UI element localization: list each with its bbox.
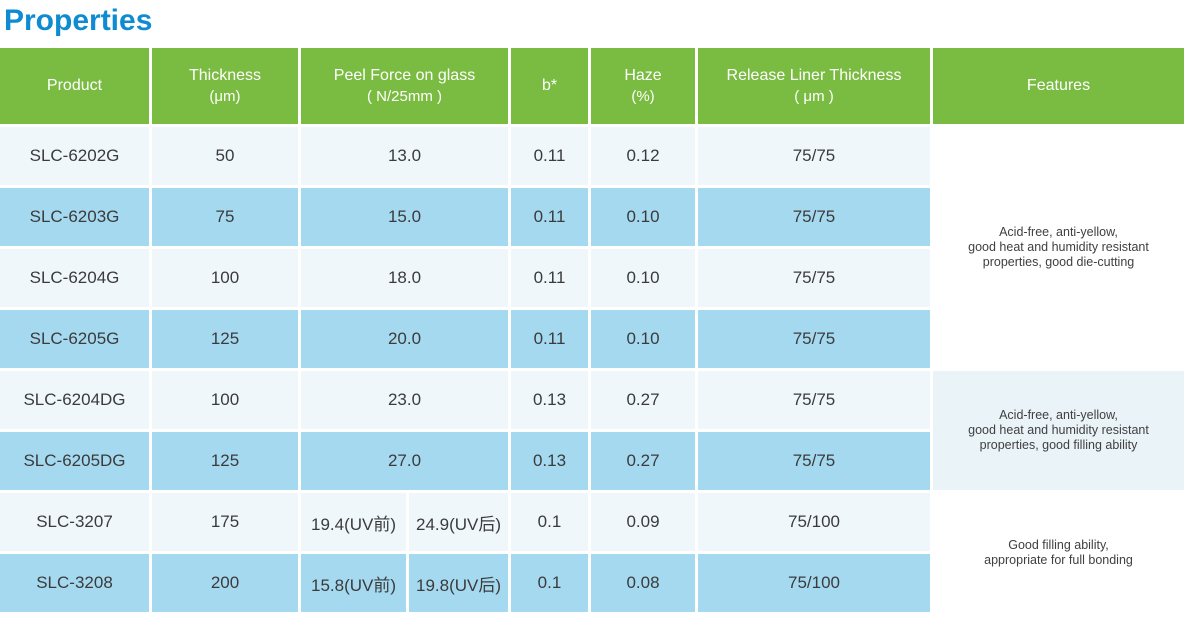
cell-product: SLC-6203G <box>0 188 149 246</box>
header-unit: (%) <box>631 87 655 105</box>
table-row: SLC-6202G 50 13.0 0.11 0.12 75/75 Acid-f… <box>0 127 1184 368</box>
cell-peel-force: 13.0 <box>301 127 508 185</box>
cell-peel-force: 23.0 <box>301 371 508 429</box>
cell-product: SLC-6205G <box>0 310 149 368</box>
cell-peel-force-uv-post: 24.9(UV后) <box>409 493 508 551</box>
cell-product: SLC-3208 <box>0 554 149 612</box>
cell-peel-force-uv-post: 19.8(UV后) <box>409 554 508 612</box>
cell-haze: 0.10 <box>591 188 695 246</box>
cell-thickness: 100 <box>152 371 298 429</box>
cell-bstar: 0.11 <box>511 188 588 246</box>
table-row: SLC-6203G 75 15.0 0.11 0.10 75/75 <box>0 188 1184 246</box>
cell-product: SLC-3207 <box>0 493 149 551</box>
cell-release-liner: 75/75 <box>698 127 930 185</box>
table-header: Product Thickness (μm) Peel Force on gla… <box>0 48 1184 124</box>
header-cell-haze: Haze (%) <box>591 48 695 124</box>
header-unit: ( N/25mm ) <box>367 87 442 105</box>
cell-thickness: 125 <box>152 310 298 368</box>
cell-thickness: 75 <box>152 188 298 246</box>
header-row: Product Thickness (μm) Peel Force on gla… <box>0 48 1184 124</box>
table-body: SLC-6202G 50 13.0 0.11 0.12 75/75 Acid-f… <box>0 127 1184 612</box>
cell-bstar: 0.1 <box>511 493 588 551</box>
cell-release-liner: 75/75 <box>698 371 930 429</box>
header-label: Thickness <box>188 66 262 84</box>
header-cell-features: Features <box>933 48 1184 124</box>
cell-peel-force: 20.0 <box>301 310 508 368</box>
cell-bstar: 0.11 <box>511 310 588 368</box>
cell-peel-force-uv-pre: 15.8(UV前) <box>301 554 406 612</box>
header-unit: (μm) <box>209 87 241 105</box>
title-bar: Properties <box>0 0 1184 48</box>
cell-thickness: 50 <box>152 127 298 185</box>
cell-bstar: 0.11 <box>511 127 588 185</box>
cell-peel-force: 18.0 <box>301 249 508 307</box>
header-label: Features <box>1026 76 1091 94</box>
header-cell-release-liner: Release Liner Thickness ( μm ) <box>698 48 930 124</box>
table-row: SLC-6205G 125 20.0 0.11 0.10 75/75 <box>0 310 1184 368</box>
header-label: Product <box>46 76 103 94</box>
cell-bstar: 0.1 <box>511 554 588 612</box>
cell-features-group-2: Acid-free, anti-yellow, good heat and hu… <box>933 371 1184 490</box>
header-cell-product: Product <box>0 48 149 124</box>
header-cell-peel-force: Peel Force on glass ( N/25mm ) <box>301 48 508 124</box>
cell-haze: 0.09 <box>591 493 695 551</box>
cell-release-liner: 75/75 <box>698 432 930 490</box>
header-label: Peel Force on glass <box>333 66 476 84</box>
properties-table: Product Thickness (μm) Peel Force on gla… <box>0 45 1184 615</box>
table-row: SLC-3207 175 19.4(UV前) 24.9(UV后) 0.1 0.0… <box>0 493 1184 612</box>
cell-release-liner: 75/100 <box>698 554 930 612</box>
cell-product: SLC-6204G <box>0 249 149 307</box>
cell-features-group-1: Acid-free, anti-yellow, good heat and hu… <box>933 127 1184 368</box>
cell-thickness: 200 <box>152 554 298 612</box>
cell-haze: 0.10 <box>591 249 695 307</box>
table-row: SLC-6204DG 100 23.0 0.13 0.27 75/75 Acid… <box>0 371 1184 490</box>
cell-thickness: 125 <box>152 432 298 490</box>
header-label: Haze <box>624 66 662 84</box>
cell-peel-force-uv-pre: 19.4(UV前) <box>301 493 406 551</box>
cell-haze: 0.12 <box>591 127 695 185</box>
cell-peel-force: 15.0 <box>301 188 508 246</box>
header-cell-bstar: b* <box>511 48 588 124</box>
cell-release-liner: 75/75 <box>698 310 930 368</box>
header-label: b* <box>541 76 558 94</box>
cell-features-group-3: Good filling ability, appropriate for fu… <box>933 493 1184 612</box>
table-row: SLC-6205DG 125 27.0 0.13 0.27 75/75 <box>0 432 1184 490</box>
table-row: SLC-3208 200 15.8(UV前) 19.8(UV后) 0.1 0.0… <box>0 554 1184 612</box>
header-unit: ( μm ) <box>794 87 834 105</box>
cell-thickness: 100 <box>152 249 298 307</box>
cell-release-liner: 75/100 <box>698 493 930 551</box>
table-row: SLC-6204G 100 18.0 0.11 0.10 75/75 <box>0 249 1184 307</box>
header-cell-thickness: Thickness (μm) <box>152 48 298 124</box>
cell-haze: 0.27 <box>591 432 695 490</box>
cell-release-liner: 75/75 <box>698 249 930 307</box>
cell-product: SLC-6204DG <box>0 371 149 429</box>
cell-bstar: 0.11 <box>511 249 588 307</box>
cell-haze: 0.10 <box>591 310 695 368</box>
cell-release-liner: 75/75 <box>698 188 930 246</box>
cell-thickness: 175 <box>152 493 298 551</box>
cell-haze: 0.27 <box>591 371 695 429</box>
cell-product: SLC-6202G <box>0 127 149 185</box>
page-title: Properties <box>4 4 153 37</box>
cell-haze: 0.08 <box>591 554 695 612</box>
cell-bstar: 0.13 <box>511 371 588 429</box>
cell-bstar: 0.13 <box>511 432 588 490</box>
cell-peel-force: 27.0 <box>301 432 508 490</box>
header-label: Release Liner Thickness <box>726 66 902 84</box>
cell-product: SLC-6205DG <box>0 432 149 490</box>
